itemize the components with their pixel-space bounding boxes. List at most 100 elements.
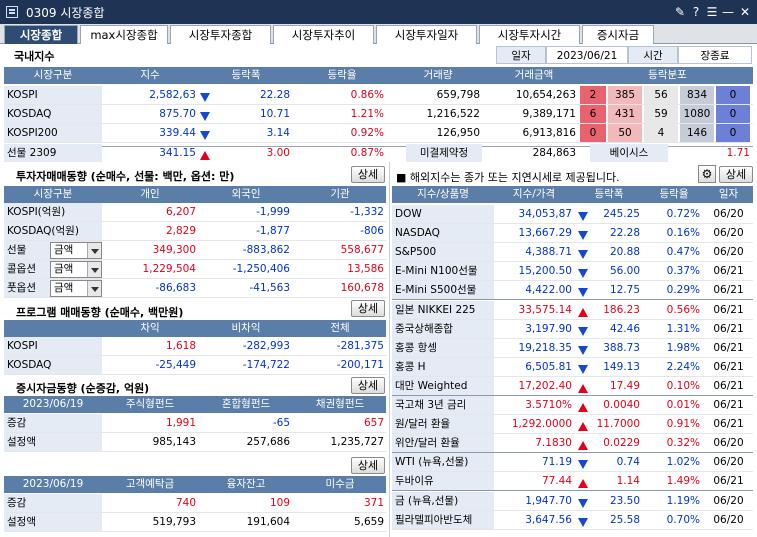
overseas-rate: 0.70% — [666, 513, 700, 526]
row-divider — [392, 223, 753, 224]
distribution-cell: 146 — [680, 124, 714, 142]
individual-value: 1,229,504 — [142, 263, 196, 275]
amount-select[interactable]: 금액 — [50, 242, 102, 259]
overseas-symbol-name[interactable]: NASDAQ — [392, 224, 494, 243]
tab-investor-hourly[interactable]: 시장투자시간 — [479, 25, 580, 44]
pin-icon[interactable]: ✎ — [674, 5, 686, 19]
customer-deposits-value: 740 — [175, 497, 196, 509]
overseas-change: 42.46 — [609, 322, 640, 335]
equity-fund-value: 985,143 — [152, 436, 196, 448]
overseas-header: 지수/상품명 지수/가격 등락폭 등락율 일자 — [392, 186, 753, 203]
program-header: 차익 비차익 전체 — [4, 320, 386, 337]
deposits-detail-button[interactable]: 상세 — [351, 457, 385, 474]
col-rate: 등락율 — [659, 188, 689, 200]
overseas-price: 33,575.14 — [518, 303, 572, 316]
overseas-date: 06/20 — [713, 456, 744, 469]
tab-market-overview[interactable]: 시장종합 — [4, 25, 78, 44]
tab-max-market[interactable]: max시장종합 — [80, 25, 168, 44]
overseas-symbol-name[interactable]: 원/달러 환율 — [392, 415, 494, 434]
funds-detail-button[interactable]: 상세 — [351, 377, 385, 394]
tab-market-funds[interactable]: 증시자금 — [582, 25, 654, 44]
col-symbol: 지수/상품명 — [417, 188, 469, 200]
overseas-rate: 0.91% — [666, 418, 700, 431]
col-change: 등락폭 — [231, 69, 261, 81]
individual-value: 6,207 — [165, 206, 196, 218]
individual-value: 2,829 — [165, 225, 196, 237]
chevron-down-icon[interactable] — [87, 243, 101, 258]
col-individual: 개인 — [140, 188, 160, 200]
program-total-value: -200,171 — [336, 359, 384, 371]
overseas-symbol-name[interactable]: 필라델피아반도체 — [392, 510, 494, 529]
row-divider — [4, 531, 386, 532]
row-divider — [4, 278, 386, 279]
overseas-symbol-name[interactable]: 홍콩 H — [392, 357, 494, 376]
distribution-cell: 50 — [608, 124, 642, 142]
distribution-cell: 0 — [716, 105, 750, 123]
overseas-detail-button[interactable]: 상세 — [719, 166, 753, 183]
settings-icon[interactable]: ☰ — [706, 5, 718, 19]
overseas-rate: 1.19% — [666, 494, 700, 507]
distribution-cell: 0 — [716, 86, 750, 104]
overseas-symbol-name[interactable]: 두바이유 — [392, 472, 494, 491]
overseas-change: 0.0040 — [603, 399, 640, 411]
distribution-cell: 1080 — [680, 105, 714, 123]
overseas-change: 0.74 — [616, 456, 640, 469]
chevron-down-icon[interactable] — [87, 262, 101, 277]
overseas-symbol-name[interactable]: 중국상해종합 — [392, 319, 494, 338]
change-arrow — [578, 324, 590, 342]
overseas-symbol-name[interactable]: 국고채 3년 금리 — [392, 396, 494, 414]
gear-icon[interactable]: ⚙ — [698, 165, 716, 183]
overseas-symbol-name[interactable]: E-Mini N100선물 — [392, 262, 494, 281]
tab-investor-daily[interactable]: 시장투자일자 — [376, 25, 477, 44]
row-divider — [392, 414, 753, 415]
col-customer-deposits: 고객예탁금 — [125, 478, 175, 490]
row-divider — [392, 280, 753, 282]
index-value: 339.44 — [159, 127, 196, 139]
overseas-symbol-name[interactable]: 대만 Weighted — [392, 376, 494, 395]
row-divider — [392, 433, 753, 435]
tab-investor-summary[interactable]: 시장투자종합 — [170, 25, 271, 44]
col-total: 전체 — [330, 322, 350, 334]
change-arrow — [200, 128, 212, 146]
help-icon[interactable]: ? — [692, 5, 700, 19]
amount-select[interactable]: 금액 — [50, 280, 102, 297]
non-arbitrage-value: -282,993 — [242, 340, 290, 352]
menu-icon[interactable] — [6, 6, 18, 18]
program-detail-button[interactable]: 상세 — [351, 300, 385, 317]
row-divider — [392, 337, 753, 339]
close-icon[interactable]: ✕ — [739, 5, 751, 19]
chevron-down-icon[interactable] — [87, 281, 101, 296]
overseas-symbol-name[interactable]: 일본 NIKKEI 225 — [392, 300, 494, 319]
row-divider — [4, 355, 386, 356]
overseas-symbol-name[interactable]: 금 (뉴욕,선물) — [392, 491, 494, 510]
overseas-symbol-name[interactable]: 홍콩 항셍 — [392, 338, 494, 357]
tab-investor-trend[interactable]: 시장투자추이 — [273, 25, 374, 44]
overseas-price: 6,505.81 — [525, 360, 572, 373]
amount-select[interactable]: 금액 — [50, 261, 102, 278]
market-name: KOSDAQ — [4, 105, 102, 123]
distribution-cell: 6 — [580, 105, 606, 123]
distribution-cell: 56 — [644, 86, 678, 104]
change-arrow — [578, 476, 590, 494]
overseas-symbol-name[interactable]: WTI (뉴욕,선물) — [392, 453, 494, 472]
change-arrow — [578, 209, 590, 227]
date-value[interactable]: 2023/06/21 — [546, 46, 628, 64]
overseas-change: 56.00 — [609, 265, 640, 278]
window-title: 0309 시장종합 — [26, 6, 105, 20]
overseas-date: 06/20 — [713, 246, 744, 259]
distribution-cell: 385 — [608, 86, 642, 104]
funds-title: 증시자금동향 (순증감, 억원) — [16, 382, 150, 395]
amount-value: 10,654,263 — [515, 89, 576, 101]
overseas-symbol-name[interactable]: S&P500 — [392, 243, 494, 262]
distribution-cell: 4 — [644, 124, 678, 142]
overseas-change: 23.50 — [609, 494, 640, 507]
col-margin-loans: 융자잔고 — [226, 478, 266, 490]
overseas-symbol-name[interactable]: DOW — [392, 205, 494, 223]
overseas-price: 15,200.50 — [518, 265, 572, 278]
minimize-icon[interactable]: — — [722, 5, 734, 19]
program-market-name: KOSPI — [4, 337, 102, 355]
investor-detail-button[interactable]: 상세 — [351, 166, 385, 183]
open-interest-label: 미결제약정 — [406, 144, 482, 162]
overseas-symbol-name[interactable]: E-Mini S500선물 — [392, 281, 494, 300]
overseas-symbol-name[interactable]: 위안/달러 환율 — [392, 434, 494, 453]
